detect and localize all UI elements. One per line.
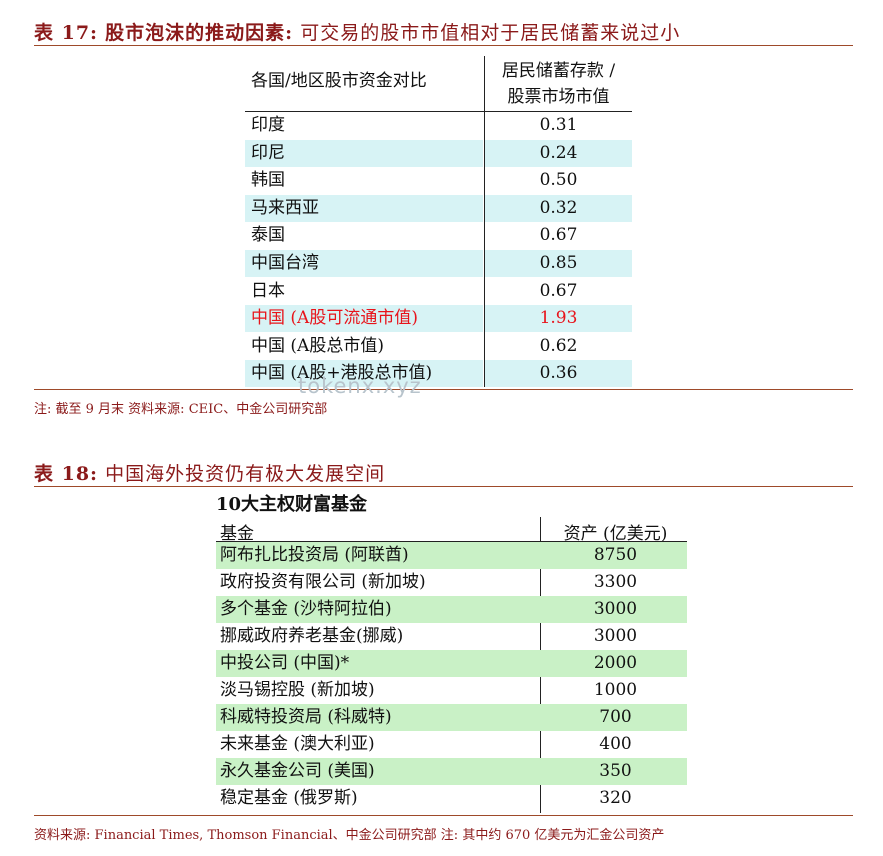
table17-row: 印尼 0.24	[245, 139, 632, 167]
table18-row: 永久基金公司 (美国) 350	[216, 758, 687, 785]
table17-header-col2-line2: 股票市场市值	[507, 87, 610, 107]
table17-row: 中国 (A股可流通市值) 1.93	[245, 305, 632, 333]
table18-row: 未来基金 (澳大利亚) 400	[216, 731, 687, 758]
table18-cell-fund: 科威特投资局 (科威特)	[220, 707, 392, 727]
table17-row: 泰国 0.67	[245, 222, 632, 249]
table17-cell-region: 印度	[251, 115, 285, 135]
table17-cell-ratio: 0.62	[539, 335, 578, 356]
table17-cell-ratio: 0.50	[539, 170, 578, 191]
table17-cell-ratio: 0.67	[539, 225, 578, 246]
table18-caption-lead: 表 18:	[34, 463, 99, 485]
table18-cell-fund: 中投公司 (中国)*	[220, 653, 350, 673]
table17-note: 注: 截至 9 月末 资料来源: CEIC、中金公司研究部	[34, 402, 328, 417]
table17-row: 日本 0.67	[245, 278, 632, 305]
table17-row: 中国台湾 0.85	[245, 250, 632, 277]
table18-cell-fund: 阿布扎比投资局 (阿联酋)	[220, 545, 409, 565]
table18-cell-assets: 3000	[593, 626, 638, 646]
table18-note: 资料来源: Financial Times, Thomson Financial…	[34, 828, 665, 843]
table17-cell-region: 马来西亚	[245, 194, 483, 222]
table18-row: 多个基金 (沙特阿拉伯) 3000	[216, 596, 687, 623]
table18-row: 政府投资有限公司 (新加坡) 3300	[216, 569, 687, 596]
table17-row: 中国 (A股+港股总市值) 0.36	[245, 360, 632, 388]
watermark: tokenx.xyz	[298, 374, 422, 398]
table18-cell-fund: 多个基金 (沙特阿拉伯)	[220, 599, 392, 619]
table17-cell-ratio: 0.32	[485, 194, 632, 222]
table17-cell-region: 中国 (A股可流通市值)	[245, 305, 483, 333]
table17-header-col1: 各国/地区股市资金对比	[251, 71, 427, 91]
table18-cell-fund: 淡马锡控股 (新加坡)	[220, 680, 375, 700]
table17-cell-region: 中国 (A股总市值)	[251, 335, 384, 356]
table17-header-col2: 居民储蓄存款 / 股票市场市值	[485, 58, 632, 110]
table17-header-col2-line1: 居民储蓄存款 /	[501, 61, 616, 81]
table17-row: 韩国 0.50	[245, 167, 632, 194]
table17-row: 马来西亚 0.32	[245, 194, 632, 222]
table17-cell-ratio: 0.24	[485, 139, 632, 167]
table18-cell-assets: 3300	[593, 572, 638, 592]
table18-cell-assets: 350	[599, 761, 632, 781]
table18-cell-fund: 稳定基金 (俄罗斯)	[220, 788, 358, 808]
table18-subtitle: 10大主权财富基金	[216, 494, 368, 515]
table18-header-rule	[216, 541, 687, 542]
table18-row: 挪威政府养老基金(挪威) 3000	[216, 623, 687, 650]
table17-cell-region: 日本	[251, 280, 285, 301]
table18-cell-assets: 2000	[593, 653, 638, 673]
table18-row: 科威特投资局 (科威特) 700	[216, 704, 687, 731]
table18-cell-assets: 8750	[593, 545, 638, 565]
table17-cell-region: 中国 (A股+港股总市值)	[245, 360, 483, 388]
table17-cell-ratio: 0.67	[539, 280, 578, 301]
table17-bottom-rule	[34, 389, 853, 390]
table17-row: 印度 0.31	[245, 112, 632, 139]
table18-row: 淡马锡控股 (新加坡) 1000	[216, 677, 687, 704]
table17-caption-lead: 表 17:	[34, 22, 99, 44]
table17-caption: 表 17: 股市泡沫的推动因素: 可交易的股市市值相对于居民储蓄来说过小	[34, 18, 680, 45]
table17-header-rule	[245, 111, 632, 112]
table17-cell-region: 韩国	[251, 170, 285, 191]
table17-cell-region: 印尼	[245, 139, 483, 167]
table18-cell-fund: 永久基金公司 (美国)	[220, 761, 375, 781]
table18-top-rule	[34, 486, 853, 487]
table17-cell-ratio: 0.85	[485, 250, 632, 277]
table17-cell-ratio: 0.36	[485, 360, 632, 388]
table18-cell-fund: 未来基金 (澳大利亚)	[220, 734, 375, 754]
table17-caption-bold: 股市泡沫的推动因素:	[105, 22, 294, 44]
table17-column-divider	[484, 56, 485, 387]
table18-row: 阿布扎比投资局 (阿联酋) 8750	[216, 542, 687, 569]
table18-row: 稳定基金 (俄罗斯) 320	[216, 785, 687, 812]
table18-cell-assets: 400	[599, 734, 632, 754]
table17-row: 中国 (A股总市值) 0.62	[245, 333, 632, 360]
table18-caption-rest: 中国海外投资仍有极大发展空间	[105, 463, 386, 485]
table18-header-col2: 资产 (亿美元)	[563, 524, 668, 544]
table17-cell-ratio: 0.31	[539, 115, 578, 135]
table18-cell-assets: 320	[599, 788, 632, 808]
table18-row: 中投公司 (中国)* 2000	[216, 650, 687, 677]
table18-header-col1: 基金	[220, 524, 254, 544]
table18-cell-assets: 700	[599, 707, 632, 727]
table18-cell-assets: 1000	[593, 680, 638, 700]
table18-caption: 表 18: 中国海外投资仍有极大发展空间	[34, 459, 385, 486]
table17-top-rule	[34, 45, 853, 46]
table17-cell-region: 泰国	[251, 225, 285, 246]
table18-bottom-rule	[34, 815, 853, 816]
table17-caption-rest: 可交易的股市市值相对于居民储蓄来说过小	[300, 22, 681, 44]
table18-cell-fund: 政府投资有限公司 (新加坡)	[220, 572, 426, 592]
table17-cell-region: 中国台湾	[245, 250, 483, 277]
table18-cell-assets: 3000	[593, 599, 638, 619]
table18-cell-fund: 挪威政府养老基金(挪威)	[220, 626, 404, 646]
table17-cell-ratio: 1.93	[485, 305, 632, 333]
